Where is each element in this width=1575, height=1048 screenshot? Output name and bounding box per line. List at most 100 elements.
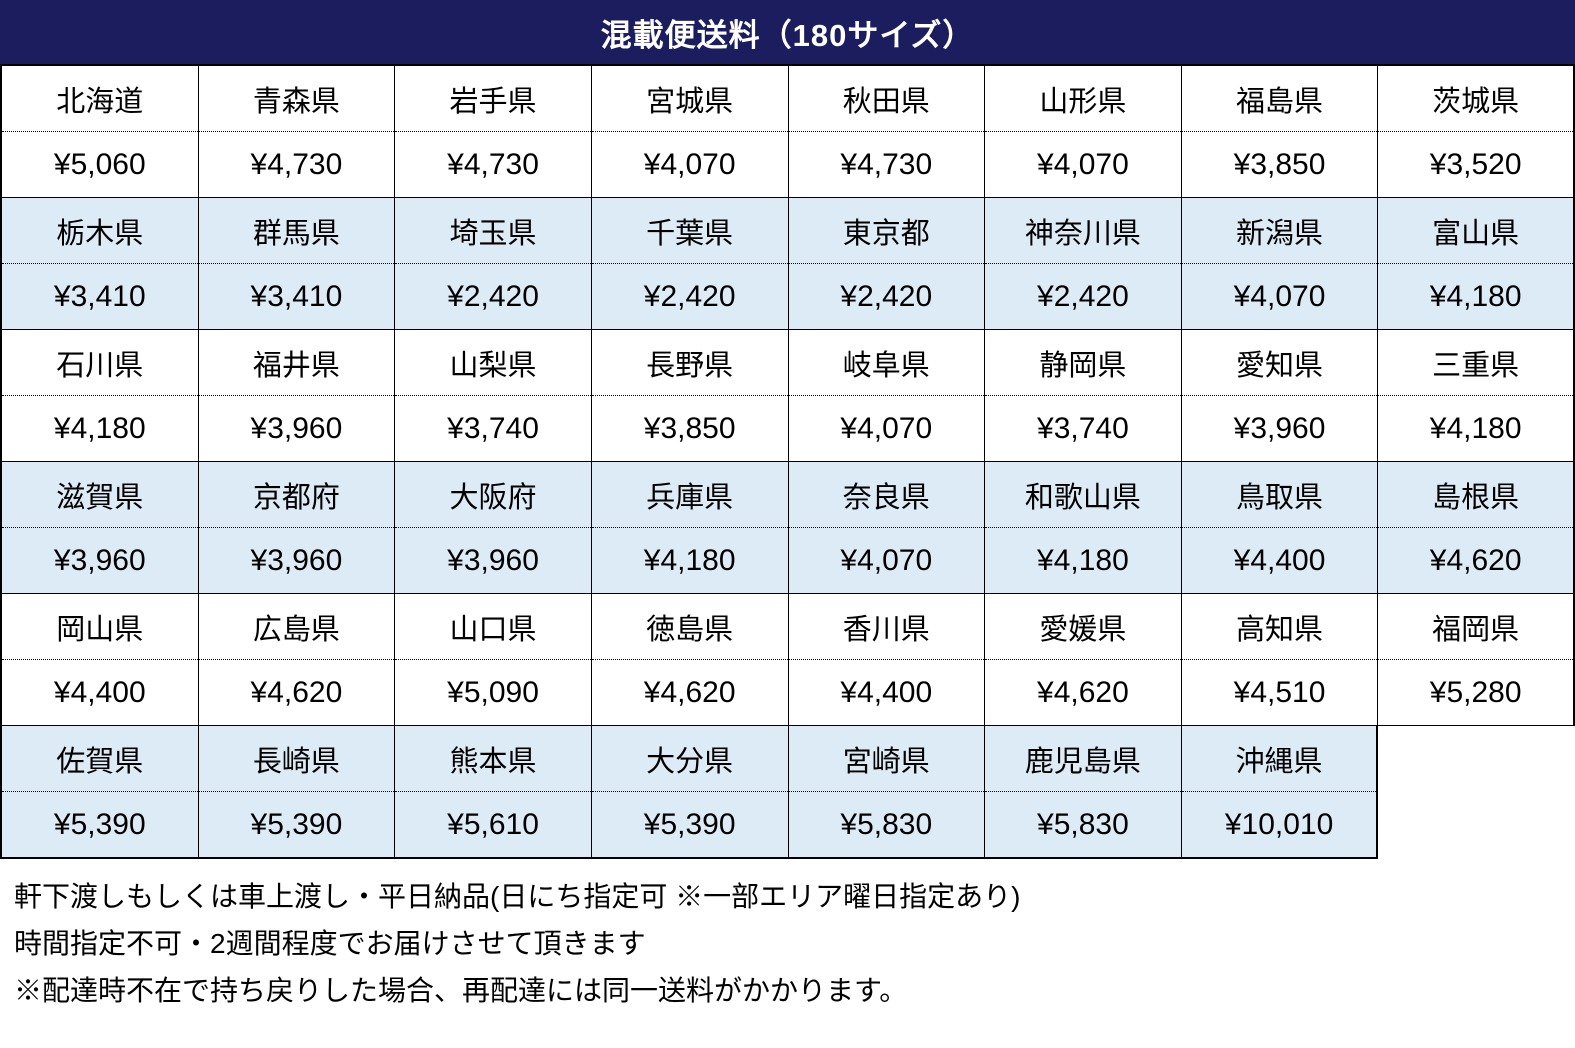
prefecture-name: 東京都 [788, 198, 985, 264]
fee-cell: 香川県 ¥4,400 [788, 594, 986, 726]
prefecture-name: 栃木県 [2, 198, 198, 264]
prefecture-name: 佐賀県 [2, 726, 198, 792]
fee-value: ¥4,180 [1429, 411, 1522, 445]
fee-cell: 山梨県 ¥3,740 [395, 330, 592, 462]
prefecture-name: 沖縄県 [1181, 726, 1377, 792]
fee-value: ¥4,510 [1233, 675, 1326, 709]
fee-cell: 福井県 ¥3,960 [198, 330, 396, 462]
fee-value: ¥3,520 [1429, 147, 1522, 181]
fee-value: ¥5,390 [643, 807, 736, 841]
fee-value: ¥5,390 [250, 807, 343, 841]
fee-value: ¥4,400 [840, 675, 933, 709]
fee-value: ¥4,070 [1037, 147, 1129, 181]
prefecture-name: 高知県 [1181, 594, 1378, 660]
fee-value: ¥3,410 [250, 279, 343, 313]
fee-cell: 鹿児島県 ¥5,830 [985, 726, 1182, 859]
prefecture-name: 石川県 [2, 330, 198, 396]
fee-cell: 栃木県 ¥3,410 [2, 198, 199, 330]
table-title-bar: 混載便送料（180サイズ） [0, 0, 1575, 64]
fee-cell: 石川県 ¥4,180 [2, 330, 199, 462]
fee-value: ¥3,960 [1233, 411, 1326, 445]
fee-value: ¥4,070 [840, 411, 933, 445]
fee-value: ¥4,070 [840, 543, 933, 577]
prefecture-name: 三重県 [1378, 330, 1573, 396]
fee-value: ¥4,070 [1233, 279, 1326, 313]
fee-cell: 福島県 ¥3,850 [1181, 66, 1379, 198]
fee-cell: 青森県 ¥4,730 [198, 66, 396, 198]
prefecture-name: 京都府 [198, 462, 395, 528]
fee-cell: 沖縄県 ¥10,010 [1181, 726, 1379, 859]
prefecture-name: 宮城県 [591, 66, 788, 132]
fee-cell: 三重県 ¥4,180 [1378, 330, 1575, 462]
fee-value: ¥3,960 [250, 411, 343, 445]
fee-cell: 広島県 ¥4,620 [198, 594, 396, 726]
fee-value: ¥2,420 [840, 279, 933, 313]
fee-cell: 新潟県 ¥4,070 [1181, 198, 1379, 330]
fee-value: ¥4,730 [250, 147, 343, 181]
prefecture-name: 富山県 [1378, 198, 1573, 264]
fee-cell: 岐阜県 ¥4,070 [788, 330, 986, 462]
fee-cell: 徳島県 ¥4,620 [591, 594, 789, 726]
fee-value: ¥3,410 [53, 279, 146, 313]
fee-cell: 群馬県 ¥3,410 [198, 198, 396, 330]
fee-value: ¥5,060 [53, 147, 146, 181]
prefecture-name: 神奈川県 [985, 198, 1181, 264]
fee-value: ¥3,850 [643, 411, 736, 445]
prefecture-name: 千葉県 [591, 198, 788, 264]
fee-value: ¥4,070 [643, 147, 736, 181]
fee-cell: 熊本県 ¥5,610 [395, 726, 592, 859]
fee-cell: 兵庫県 ¥4,180 [591, 462, 789, 594]
prefecture-name: 広島県 [198, 594, 395, 660]
fee-value: ¥3,850 [1233, 147, 1326, 181]
prefecture-name: 滋賀県 [2, 462, 198, 528]
fee-value: ¥2,420 [643, 279, 736, 313]
fee-cell: 埼玉県 ¥2,420 [395, 198, 592, 330]
fee-value: ¥5,390 [53, 807, 146, 841]
prefecture-name: 秋田県 [788, 66, 985, 132]
fee-value: ¥4,730 [840, 147, 933, 181]
prefecture-name: 島根県 [1378, 462, 1573, 528]
prefecture-name: 山口県 [395, 594, 591, 660]
fee-value: ¥4,180 [53, 411, 146, 445]
prefecture-name: 岐阜県 [788, 330, 985, 396]
prefecture-name: 岩手県 [395, 66, 591, 132]
fee-value: ¥5,090 [447, 675, 539, 709]
prefecture-name: 福井県 [198, 330, 395, 396]
fee-table: 北海道 ¥5,060 青森県 ¥4,730 岩手県 ¥4,730 宮城県 ¥4,070 秋田県 ¥… [0, 64, 1575, 859]
prefecture-name: 大阪府 [395, 462, 591, 528]
fee-value: ¥5,610 [447, 807, 539, 841]
fee-value: ¥4,620 [1037, 675, 1129, 709]
prefecture-name: 兵庫県 [591, 462, 788, 528]
fee-value: ¥5,830 [1037, 807, 1129, 841]
fee-cell: 長崎県 ¥5,390 [198, 726, 396, 859]
fee-cell: 奈良県 ¥4,070 [788, 462, 986, 594]
prefecture-name: 北海道 [2, 66, 198, 132]
fee-value: ¥4,180 [643, 543, 736, 577]
prefecture-name: 長崎県 [198, 726, 395, 792]
fee-cell: 和歌山県 ¥4,180 [985, 462, 1182, 594]
fee-value: ¥10,010 [1224, 807, 1334, 841]
table-title: 混載便送料（180サイズ） [600, 17, 975, 53]
fee-cell: 京都府 ¥3,960 [198, 462, 396, 594]
fee-cell: 北海道 ¥5,060 [2, 66, 199, 198]
fee-cell: 長野県 ¥3,850 [591, 330, 789, 462]
fee-value: ¥3,960 [447, 543, 539, 577]
prefecture-name: 愛知県 [1181, 330, 1378, 396]
fee-value: ¥3,960 [250, 543, 343, 577]
prefecture-name: 熊本県 [395, 726, 591, 792]
fee-value: ¥3,740 [1037, 411, 1129, 445]
fee-cell: 山形県 ¥4,070 [985, 66, 1182, 198]
fee-cell: 千葉県 ¥2,420 [591, 198, 789, 330]
note-line: 時間指定不可・2週間程度でお届けさせて頂きます [14, 928, 646, 959]
prefecture-name: 大分県 [591, 726, 788, 792]
fee-value: ¥4,620 [643, 675, 736, 709]
fee-value: ¥5,280 [1429, 675, 1522, 709]
prefecture-name: 青森県 [198, 66, 395, 132]
prefecture-name: 群馬県 [198, 198, 395, 264]
prefecture-name: 静岡県 [985, 330, 1181, 396]
fee-cell: 大分県 ¥5,390 [591, 726, 789, 859]
fee-value: ¥4,180 [1037, 543, 1129, 577]
fee-value: ¥4,730 [447, 147, 539, 181]
prefecture-name: 山梨県 [395, 330, 591, 396]
